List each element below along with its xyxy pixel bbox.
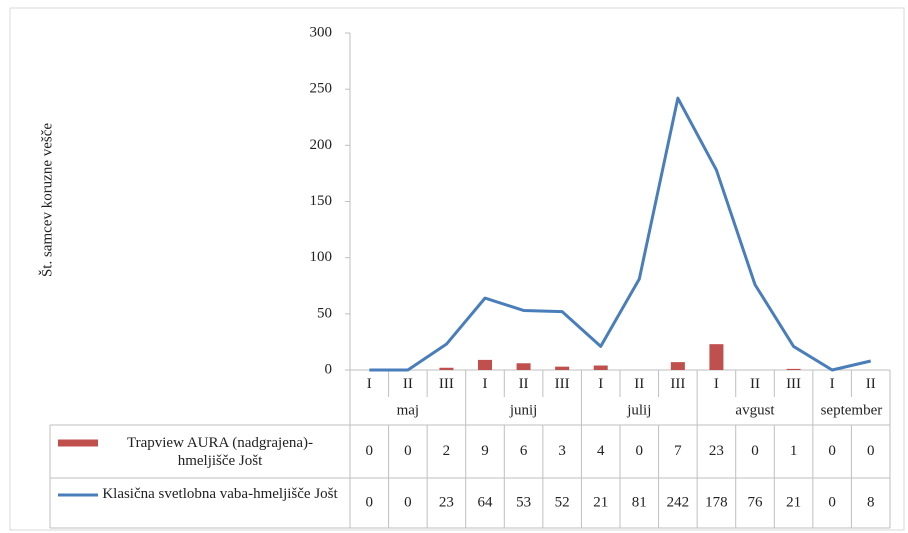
table-value: 1 — [790, 443, 798, 459]
chart-border — [9, 7, 905, 531]
table-value: 242 — [667, 494, 690, 510]
bar — [478, 359, 492, 370]
decade-label: II — [519, 376, 529, 392]
legend-swatch — [58, 439, 98, 447]
table-value: 64 — [478, 494, 494, 510]
decade-label: II — [750, 376, 760, 392]
decade-label: II — [403, 376, 413, 392]
table-value: 8 — [867, 494, 875, 510]
y-tick-label: 150 — [310, 193, 333, 209]
legend-label: Trapview AURA (nadgrajena)-hmeljišče Još… — [126, 434, 314, 469]
table-value: 76 — [748, 494, 764, 510]
decade-label: I — [367, 376, 372, 392]
table-value: 0 — [867, 443, 875, 459]
bar — [439, 367, 454, 370]
table-value: 0 — [404, 443, 412, 459]
y-tick-label: 100 — [310, 249, 333, 265]
table-value: 178 — [705, 494, 728, 510]
line — [369, 96, 872, 372]
y-tick-label: 50 — [317, 305, 332, 321]
table-value: 0 — [828, 494, 836, 510]
y-tick-label: 300 — [310, 24, 333, 40]
decade-label: I — [483, 376, 488, 392]
decade-label: I — [714, 376, 719, 392]
bar — [593, 365, 608, 370]
legend-label: Klasična svetlobna vaba-hmeljišče Jošt — [102, 486, 338, 502]
table-value: 0 — [404, 494, 412, 510]
month-label: junij — [509, 402, 538, 418]
decade-label: III — [439, 376, 454, 392]
bar — [709, 344, 724, 370]
bar — [555, 366, 570, 370]
table-value: 6 — [520, 443, 528, 459]
table-value: 0 — [366, 494, 374, 510]
table-value: 3 — [558, 443, 566, 459]
month-label: september — [821, 402, 883, 418]
decade-label: II — [866, 376, 876, 392]
decade-label: II — [634, 376, 644, 392]
table-value: 21 — [593, 494, 608, 510]
table-value: 2 — [443, 443, 451, 459]
decade-label: III — [786, 376, 801, 392]
table-value: 4 — [597, 443, 605, 459]
month-label: maj — [397, 402, 420, 418]
decade-label: III — [555, 376, 570, 392]
bar — [786, 368, 801, 370]
table-value: 7 — [674, 443, 682, 459]
y-axis-label: Št. samcev koruzne vešče — [38, 123, 55, 277]
y-tick-label: 250 — [310, 81, 333, 97]
table-value: 23 — [439, 494, 454, 510]
table-value: 0 — [366, 443, 374, 459]
decade-label: III — [670, 376, 685, 392]
y-tick-label: 0 — [325, 361, 333, 377]
table-value: 0 — [751, 443, 759, 459]
bar — [516, 363, 531, 370]
table-value: 81 — [632, 494, 647, 510]
month-label: julij — [626, 402, 651, 418]
bar — [670, 362, 685, 370]
table-value: 0 — [828, 443, 836, 459]
table-value: 9 — [481, 443, 489, 459]
decade-label: I — [598, 376, 603, 392]
decade-label: I — [830, 376, 835, 392]
table-value: 53 — [516, 494, 531, 510]
table-value: 23 — [709, 443, 724, 459]
table-value: 21 — [786, 494, 801, 510]
table-value: 52 — [555, 494, 570, 510]
table-value: 0 — [636, 443, 644, 459]
y-tick-label: 200 — [310, 137, 333, 153]
month-label: avgust — [735, 402, 775, 418]
